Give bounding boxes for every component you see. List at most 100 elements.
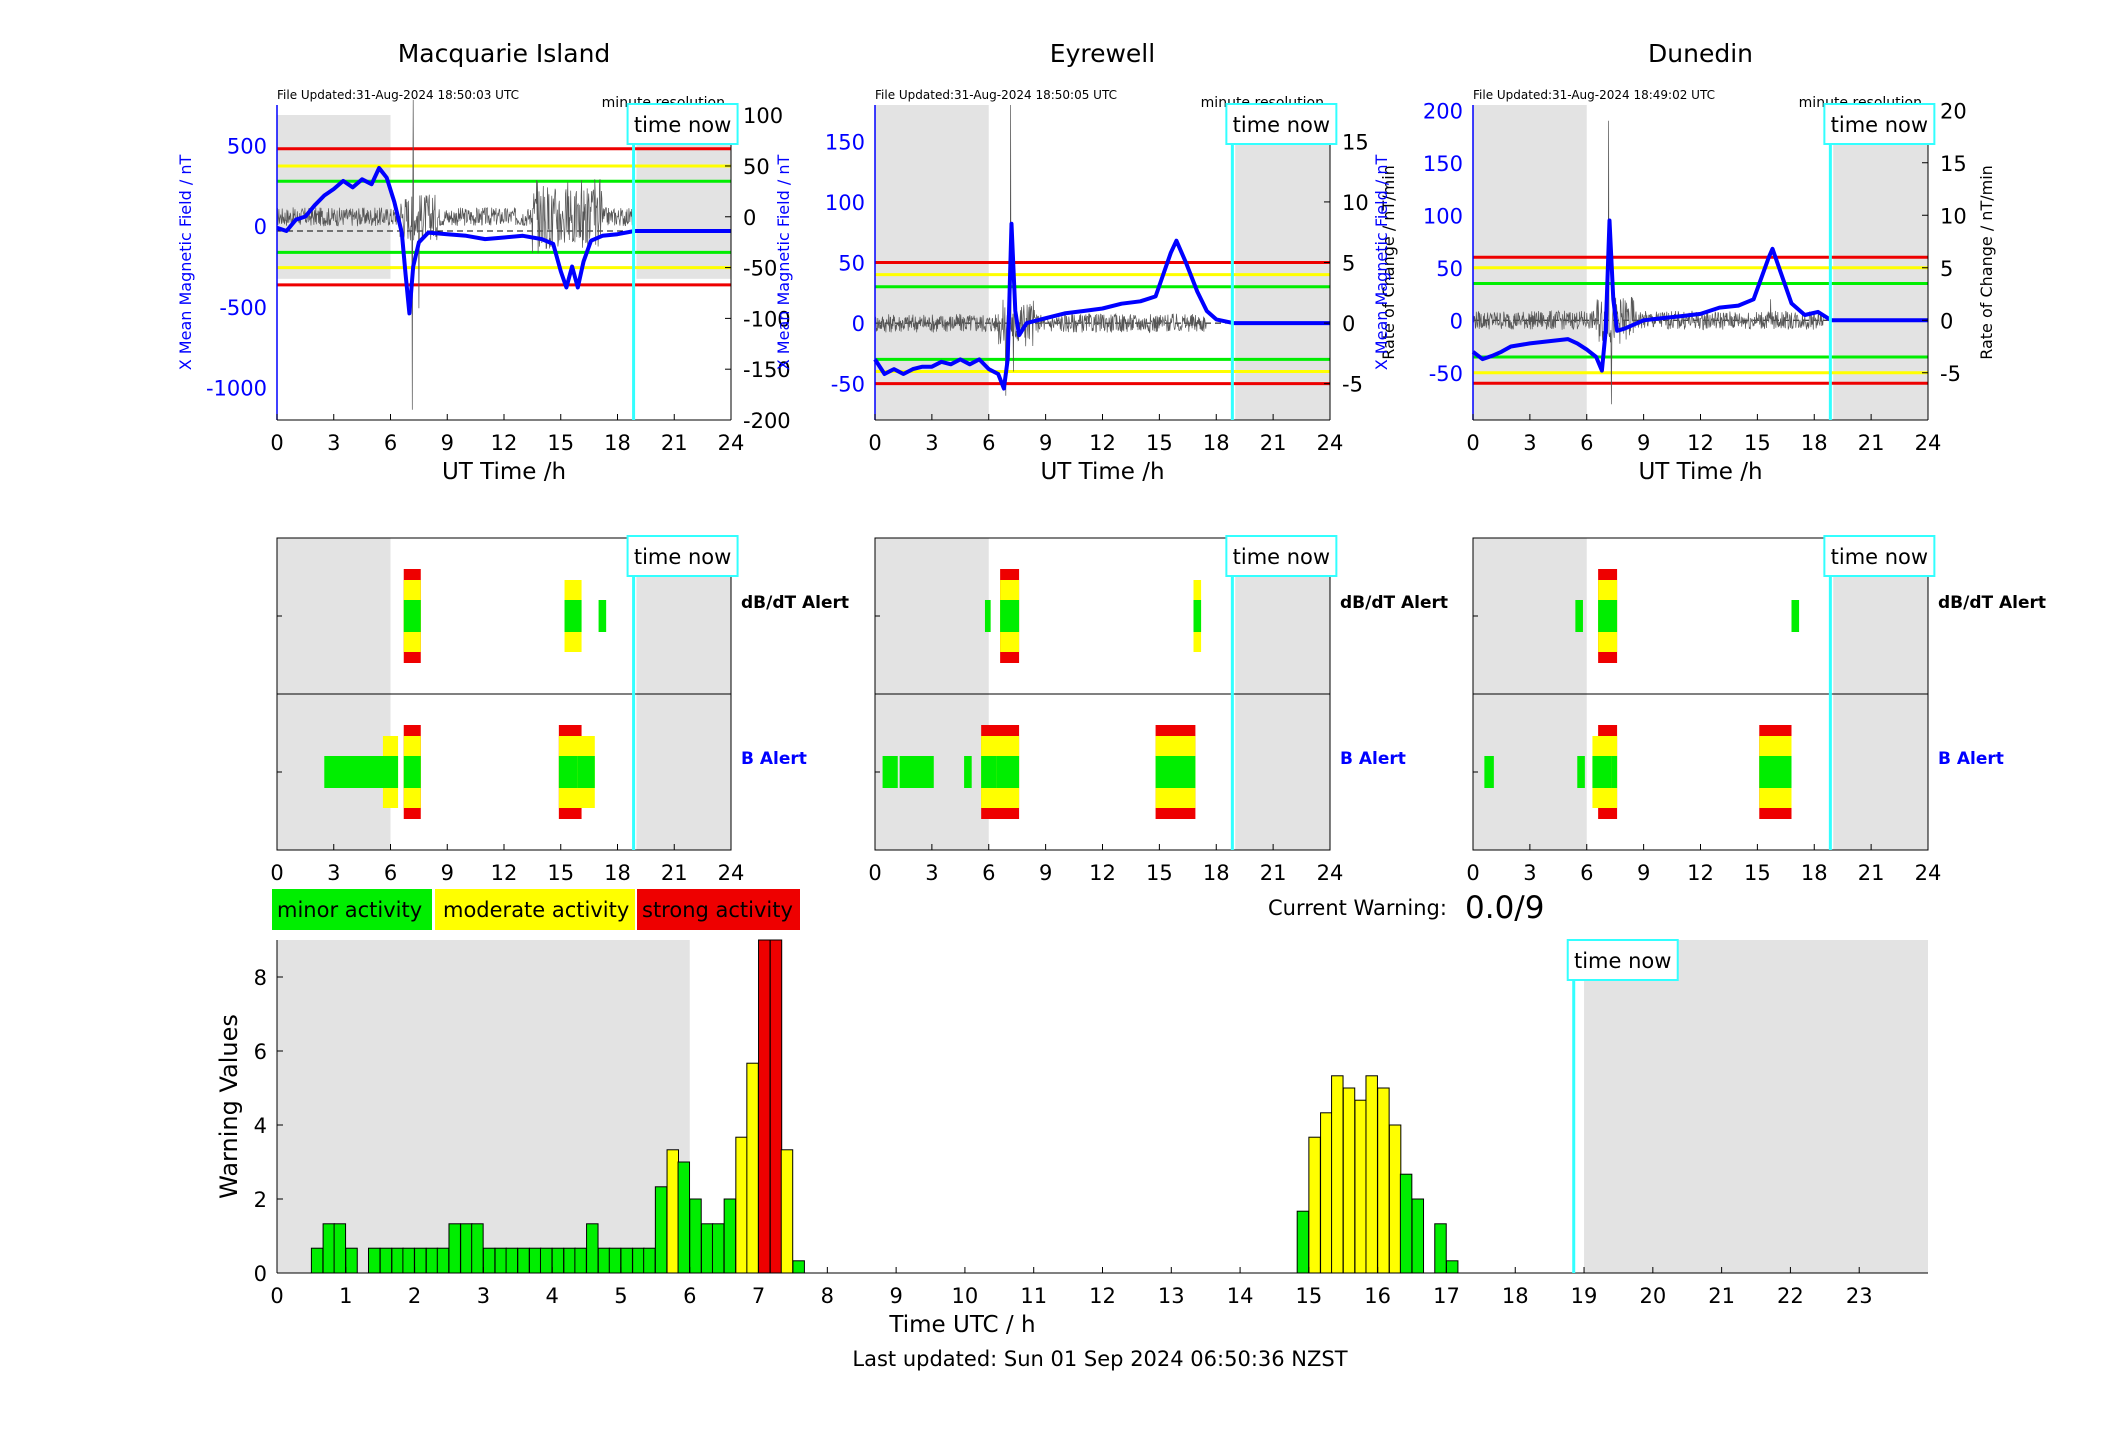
x-tick-label: 18 (604, 861, 631, 885)
x-tick-label: 18 (1801, 431, 1828, 455)
b-alert-label: B Alert (1340, 749, 1406, 769)
x-tick-label: 24 (718, 431, 745, 455)
legend-minor-swatch (272, 889, 432, 930)
y-left-tick-label: 0 (1450, 309, 1463, 333)
x-tick-label: 0 (1466, 431, 1479, 455)
y-left-tick-label: 100 (1423, 204, 1463, 228)
warning-bar (711, 1223, 725, 1274)
x-tick-label: 12 (491, 431, 518, 455)
warning-bar (1411, 1198, 1425, 1274)
y-right-tick-label: 0 (1940, 309, 1953, 333)
x-tick-label: 12 (1687, 861, 1714, 885)
rate-of-change-series (276, 99, 634, 410)
b-minor-mark (899, 756, 934, 788)
x-tick-label: 18 (1203, 431, 1230, 455)
y-tick-label: 8 (254, 966, 267, 990)
warning-bar (608, 1247, 622, 1274)
warning-bar (539, 1247, 553, 1274)
warning-bar (735, 1136, 748, 1274)
y-right-tick-label: 20 (1940, 99, 1967, 123)
x-tick-label: 24 (718, 861, 745, 885)
warning-bar (402, 1247, 415, 1274)
warning-bar (769, 939, 783, 1274)
warning-bar (654, 1186, 668, 1274)
y-right-tick-label: -150 (743, 358, 791, 382)
x-axis-label: UT Time /h (1638, 459, 1762, 485)
x-tick-label: 6 (982, 431, 995, 455)
y-right-tick-label: -50 (743, 257, 777, 281)
warning-bar (597, 1247, 611, 1274)
x-tick-label: 15 (1146, 861, 1173, 885)
warning-bar (1377, 1087, 1390, 1274)
x-tick-label: 5 (614, 1284, 627, 1308)
x-tick-label: 0 (270, 1284, 283, 1308)
y-right-tick-label: -5 (1940, 362, 1961, 386)
b-minor-mark (577, 756, 595, 788)
y-right-tick-label: 15 (1342, 130, 1369, 154)
warning-bar (436, 1247, 450, 1274)
current-warning-value: 0.0/9 (1465, 890, 1544, 926)
time-now-label: time now (634, 113, 731, 137)
b-minor-mark (403, 756, 421, 788)
warning-bar (723, 1198, 737, 1274)
x-tick-label: 0 (868, 431, 881, 455)
warning-bar (666, 1149, 680, 1274)
night-shading (277, 115, 391, 279)
time-now-box (1823, 535, 1936, 577)
warning-bar (758, 939, 771, 1274)
y-right-tick-label: 0 (1342, 312, 1355, 336)
dbdt-minor-mark (1575, 600, 1583, 632)
legend-strong-swatch (637, 889, 800, 930)
x-tick-label: 20 (1639, 1284, 1666, 1308)
dbdt-minor-mark (564, 600, 582, 632)
file-updated-text: File Updated:31-Aug-2024 18:50:03 UTC (277, 88, 519, 102)
y-right-tick-label: 10 (1940, 204, 1967, 228)
x-tick-label: 21 (661, 431, 688, 455)
y-right-tick-label: 50 (743, 155, 770, 179)
station-title: Eyrewell (1050, 39, 1155, 68)
x-tick-label: 12 (1089, 1284, 1116, 1308)
y-right-tick-label: 5 (1940, 257, 1953, 281)
warning-bar (792, 1260, 805, 1274)
night-shading (1584, 940, 1928, 1273)
y-left-tick-label: -500 (219, 296, 267, 320)
x-tick-label: 9 (1039, 431, 1052, 455)
y-axis-label: Warning Values (215, 1014, 243, 1199)
warning-bar (345, 1247, 358, 1274)
warning-bar (1296, 1210, 1310, 1274)
x-tick-label: 9 (1637, 861, 1650, 885)
x-tick-label: 23 (1846, 1284, 1873, 1308)
b-minor-mark (981, 756, 997, 788)
y-right-tick-label: 10 (1342, 191, 1369, 215)
x-tick-label: 24 (1317, 431, 1344, 455)
x-tick-label: 2 (408, 1284, 421, 1308)
warning-bar (574, 1247, 587, 1274)
activity-legend: minor activity moderate activity strong … (272, 889, 800, 930)
warning-bar (1399, 1173, 1413, 1274)
time-now-label: time now (1233, 113, 1330, 137)
warning-bar (1354, 1099, 1367, 1274)
y-right-tick-label: -5 (1342, 373, 1363, 397)
warning-bar (333, 1223, 347, 1274)
warning-bar (689, 1198, 702, 1274)
station-title: Macquarie Island (398, 39, 611, 68)
warning-bar (1365, 1075, 1378, 1274)
warning-bar (1388, 1124, 1402, 1274)
dbdt-minor-mark (403, 600, 421, 632)
x-tick-label: 15 (547, 861, 574, 885)
time-now-label: time now (1233, 545, 1330, 569)
x-tick-label: 18 (1801, 861, 1828, 885)
y-left-tick-label: -50 (831, 373, 865, 397)
warning-bar (414, 1247, 427, 1274)
warning-bar (1434, 1223, 1447, 1274)
b-minor-mark (1484, 756, 1494, 788)
x-tick-label: 24 (1915, 431, 1942, 455)
x-tick-label: 12 (491, 861, 518, 885)
rate-of-change-series (874, 104, 1207, 396)
y-left-tick-label: 50 (1436, 257, 1463, 281)
